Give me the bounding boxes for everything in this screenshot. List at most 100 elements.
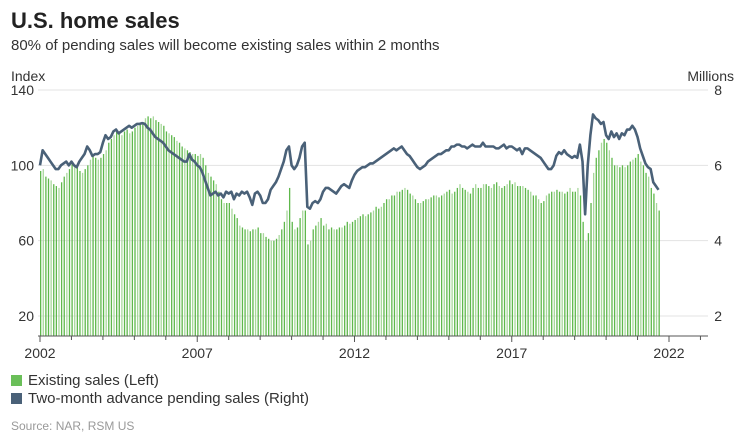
existing-sales-bar (134, 127, 136, 336)
existing-sales-bar (100, 157, 102, 336)
pending-sales-line (38, 113, 660, 216)
existing-sales-bar (152, 116, 154, 337)
existing-sales-bar (60, 182, 63, 336)
existing-sales-bar (312, 229, 314, 336)
existing-sales-bar (372, 210, 375, 336)
existing-sales-bar (155, 120, 157, 336)
existing-sales-bar (357, 218, 359, 336)
existing-sales-bar (438, 197, 440, 336)
existing-sales-bar (68, 169, 71, 336)
existing-sales-bar (354, 219, 356, 336)
existing-sales-bar (619, 167, 621, 336)
existing-sales-bar (105, 150, 107, 336)
existing-sales-bar (126, 129, 128, 336)
existing-sales-bar (527, 189, 529, 336)
existing-sales-bar (192, 154, 194, 336)
existing-sales-bar (383, 203, 385, 336)
existing-sales-bar (47, 178, 50, 336)
existing-sales-bar (543, 201, 545, 336)
existing-sales-bar (102, 154, 105, 336)
existing-sales-bar (121, 135, 123, 336)
existing-sales-bar (116, 131, 118, 336)
existing-sales-bar (76, 167, 78, 336)
existing-sales-bar (42, 169, 44, 336)
existing-sales-bar (270, 240, 272, 336)
existing-sales-bar (503, 186, 506, 336)
existing-sales-bar (391, 195, 393, 336)
existing-sales-bar (477, 187, 479, 336)
existing-sales-bar (574, 191, 576, 336)
existing-sales-bar (207, 172, 210, 336)
existing-sales-bar (351, 221, 354, 336)
existing-sales-bar (40, 170, 42, 336)
existing-sales-bar (632, 159, 634, 336)
existing-sales-bar (454, 191, 456, 336)
existing-sales-bar (281, 229, 283, 336)
existing-sales-bar (553, 191, 555, 336)
existing-sales-bar (425, 199, 427, 336)
existing-sales-bar (275, 238, 278, 336)
existing-sales-bar (184, 148, 186, 336)
existing-sales-bar (336, 229, 338, 336)
existing-sales-bar (307, 244, 309, 336)
existing-sales-bar (328, 229, 330, 336)
existing-sales-bar (205, 165, 207, 336)
existing-sales-bar (181, 146, 183, 336)
existing-sales-bar (362, 214, 364, 336)
existing-sales-bar (443, 193, 445, 336)
existing-sales-bar (590, 203, 592, 336)
legend-item-existing-sales: Existing sales (Left) (11, 372, 159, 389)
existing-sales-bar (535, 195, 537, 336)
x-tick-label: 2017 (496, 345, 527, 361)
existing-sales-bar (110, 138, 113, 336)
existing-sales-bar (569, 187, 571, 336)
existing-sales-bar (404, 187, 406, 336)
existing-sales-bar (257, 227, 259, 336)
left-tick-label: 20 (18, 308, 34, 324)
existing-sales-bar (493, 184, 495, 336)
left-tick-label: 100 (11, 157, 35, 173)
existing-sales-bar (215, 184, 217, 336)
legend-label: Existing sales (Left) (28, 372, 159, 389)
existing-sales-bar (108, 142, 110, 336)
right-axis-unit: Millions (687, 68, 734, 84)
existing-sales-bar (537, 199, 540, 336)
existing-sales-bar (645, 172, 647, 336)
existing-sales-bars (40, 116, 660, 337)
existing-sales-bar (582, 221, 584, 336)
existing-sales-bar (595, 157, 597, 336)
existing-sales-bar (325, 223, 327, 336)
existing-sales-bar (247, 229, 249, 336)
existing-sales-bar (273, 240, 275, 336)
existing-sales-bar (485, 184, 487, 336)
existing-sales-bar (488, 186, 490, 336)
existing-sales-bar (558, 191, 561, 336)
existing-sales-bar (139, 123, 141, 337)
existing-sales-bar (144, 118, 147, 336)
existing-sales-bar (241, 227, 244, 336)
existing-sales-bar (435, 195, 438, 336)
existing-sales-bar (370, 212, 372, 336)
existing-sales-bar (236, 218, 238, 336)
existing-sales-bar (406, 189, 409, 336)
existing-sales-bar (375, 206, 377, 336)
existing-sales-bar (320, 218, 322, 336)
existing-sales-bar (136, 125, 139, 336)
existing-sales-bar (87, 165, 89, 336)
existing-sales-bar (344, 225, 346, 336)
right-tick-label: 8 (714, 82, 722, 98)
left-tick-label: 140 (11, 82, 35, 98)
existing-sales-bar (566, 191, 569, 336)
existing-sales-bar (412, 195, 414, 336)
existing-sales-bar (461, 187, 464, 336)
existing-sales-bar (396, 191, 398, 336)
existing-sales-bar (89, 159, 92, 336)
existing-sales-bar (448, 189, 451, 336)
existing-sales-bar (420, 203, 422, 336)
existing-sales-bar (359, 216, 362, 336)
existing-sales-bar (548, 193, 550, 336)
existing-sales-bar (616, 165, 618, 336)
existing-sales-bar (147, 116, 149, 337)
existing-sales-bar (613, 165, 616, 336)
existing-sales-bar (399, 191, 401, 336)
